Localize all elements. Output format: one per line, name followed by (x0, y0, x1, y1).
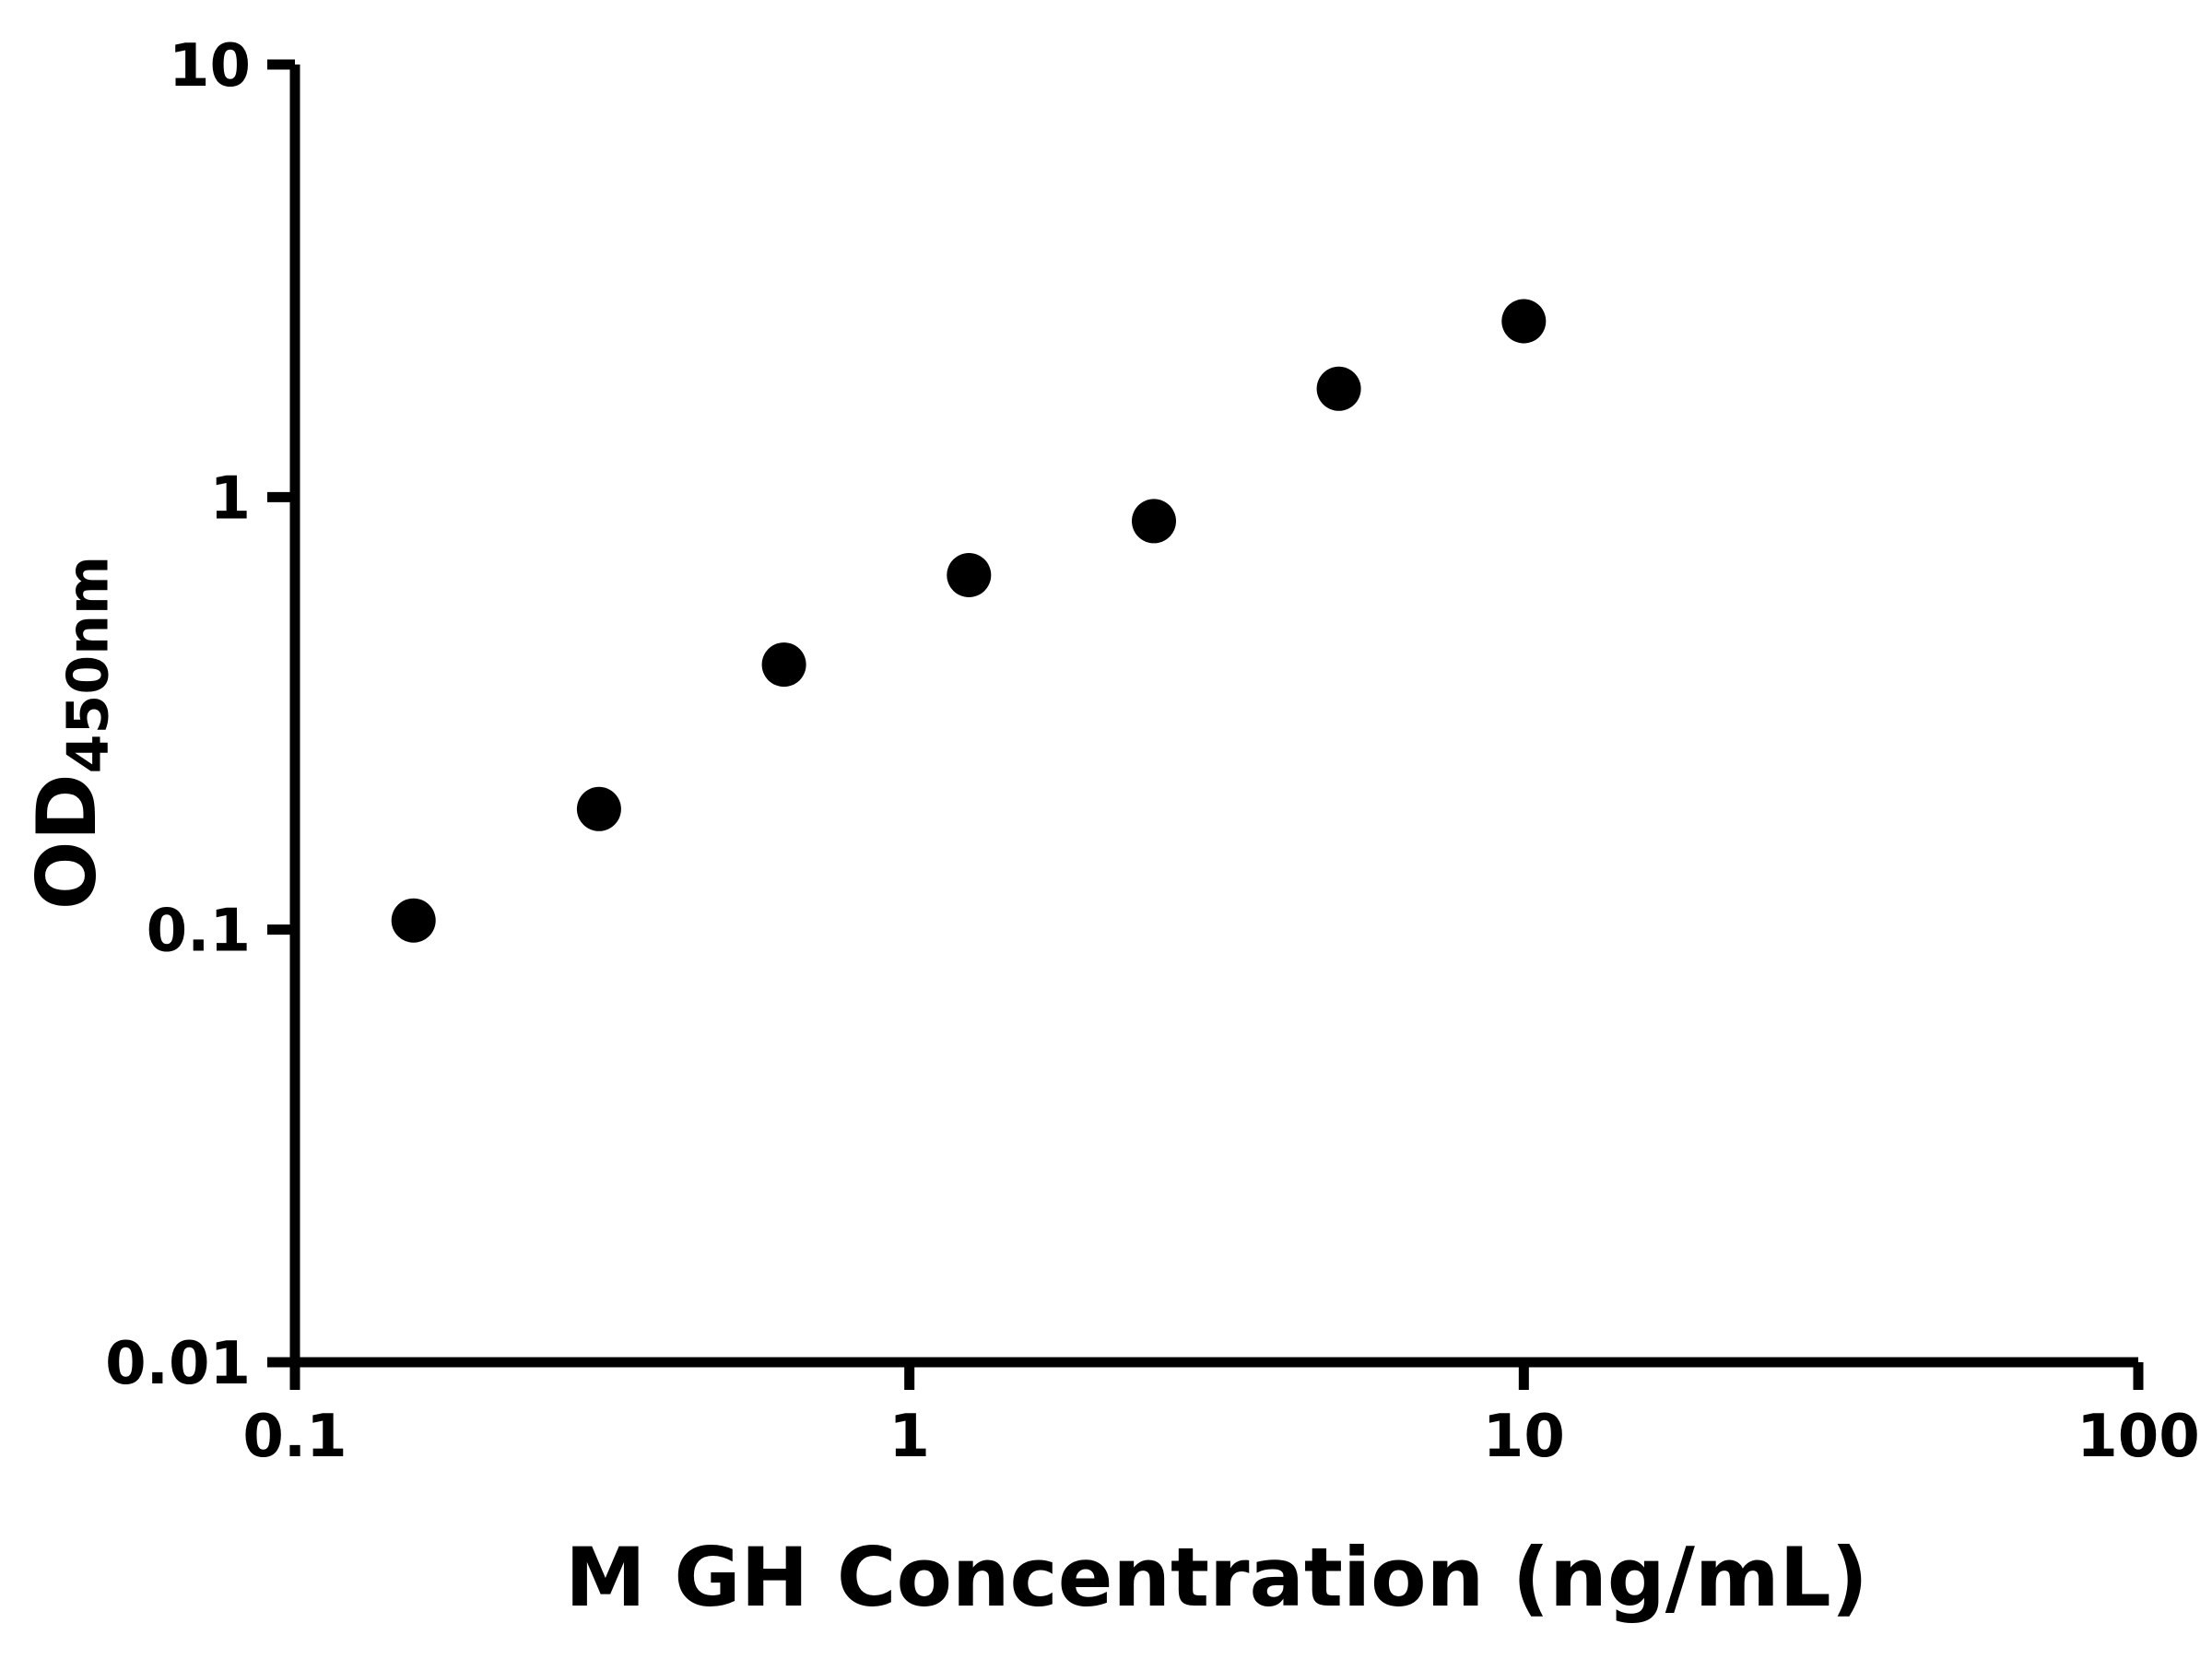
y-tick-label: 0.1 (147, 898, 251, 966)
x-tick-label: 10 (1483, 1403, 1565, 1471)
data-point (1501, 299, 1547, 344)
x-tick-label: 100 (2077, 1403, 2200, 1471)
data-point (761, 642, 806, 688)
x-tick-label: 0.1 (242, 1403, 347, 1471)
x-axis-title: M GH Concentration (ng/mL) (565, 1530, 1868, 1625)
y-tick-label: 1 (209, 465, 251, 533)
axis-lines (289, 65, 2138, 1368)
y-axis-title: OD450nm (19, 556, 122, 910)
y-axis-title-main: OD (18, 773, 114, 911)
data-point (947, 553, 992, 597)
y-tick-label: 10 (169, 32, 251, 100)
y-axis-title-subscript: 450nm (54, 555, 122, 774)
x-tick-label: 1 (888, 1403, 930, 1471)
data-point (391, 898, 436, 943)
data-point (1132, 499, 1176, 544)
data-point (576, 786, 621, 831)
y-tick-label: 0.01 (105, 1330, 251, 1398)
data-point (1316, 366, 1361, 411)
